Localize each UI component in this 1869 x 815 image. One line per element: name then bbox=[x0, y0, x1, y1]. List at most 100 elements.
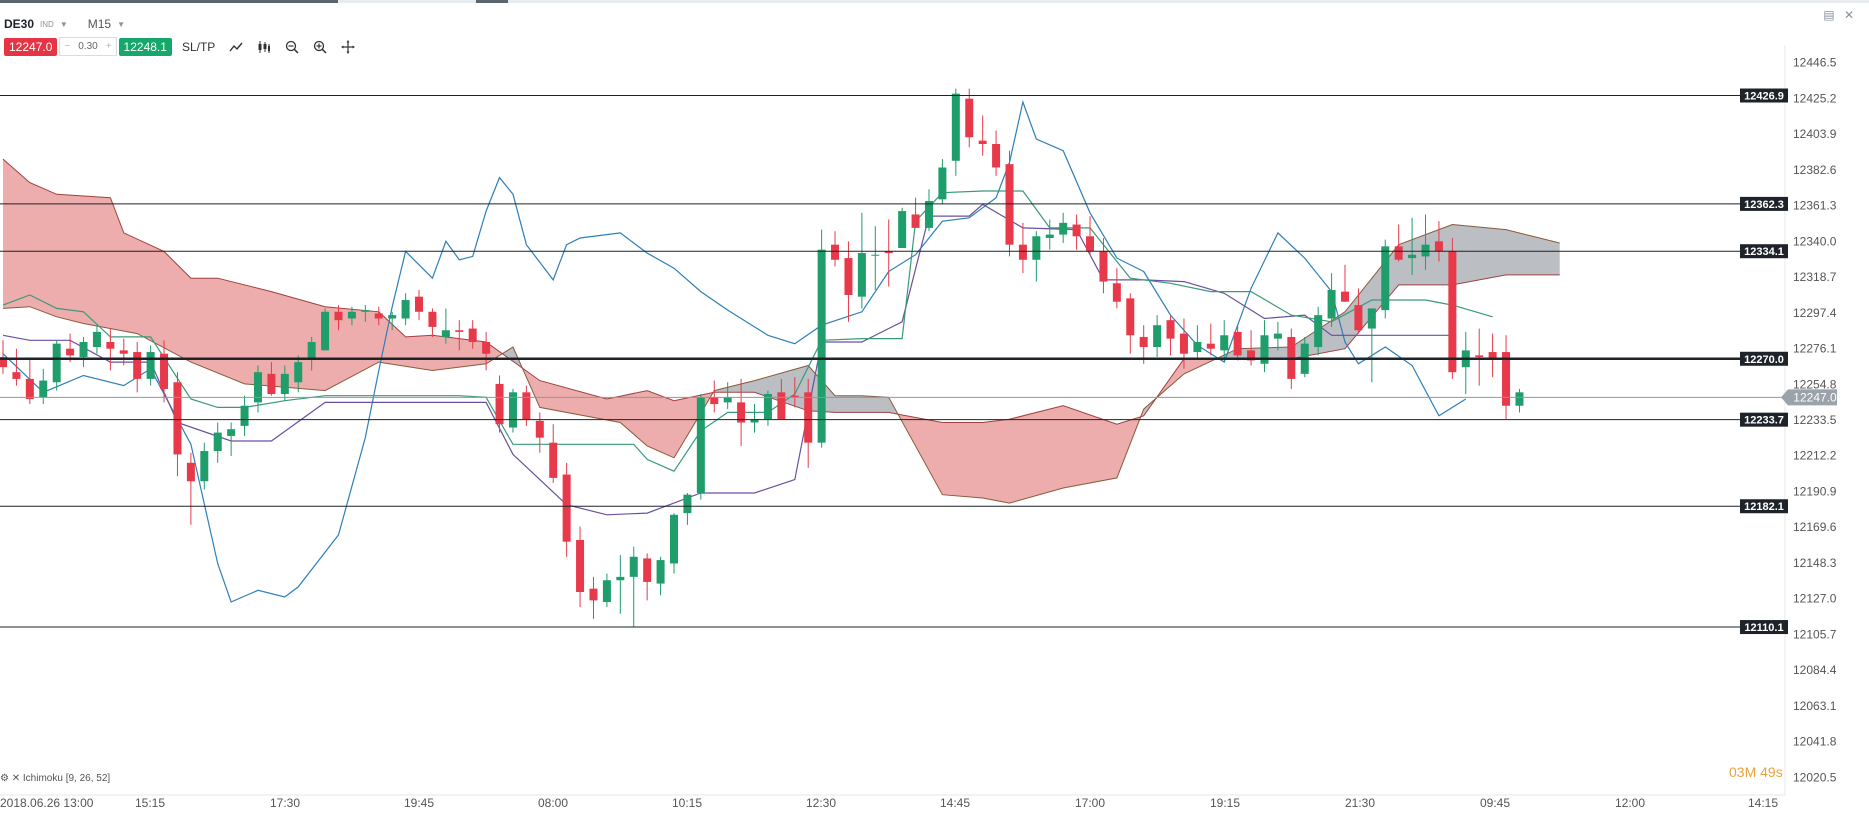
sl-tp-button[interactable]: SL/TP bbox=[181, 39, 216, 54]
y-tick-label: 12297.4 bbox=[1793, 306, 1837, 320]
timeframe-dropdown-icon[interactable]: ▼ bbox=[117, 19, 125, 29]
sell-price-button[interactable]: 12247.0 bbox=[4, 37, 58, 56]
candle-body bbox=[992, 143, 1001, 168]
increase-volume-button[interactable]: + bbox=[105, 41, 112, 52]
level-label: 12233.7 bbox=[1744, 415, 1784, 427]
candle-body bbox=[602, 580, 611, 603]
level-label: 12426.9 bbox=[1744, 91, 1784, 103]
x-tick-label: 08:00 bbox=[538, 796, 568, 810]
candle-body bbox=[441, 330, 450, 337]
crosshair-icon[interactable] bbox=[341, 39, 356, 54]
y-tick-label: 12382.6 bbox=[1793, 163, 1837, 177]
candle-body bbox=[146, 352, 155, 379]
candle-body bbox=[133, 352, 142, 379]
active-tab-indicator bbox=[0, 0, 338, 3]
decrease-volume-button[interactable]: − bbox=[64, 41, 71, 52]
level-price-tag bbox=[1740, 620, 1788, 635]
x-tick-label: 14:15 bbox=[1748, 796, 1778, 810]
level-price-tag bbox=[1740, 412, 1788, 427]
candle-body bbox=[1273, 333, 1282, 339]
candle-body bbox=[160, 353, 169, 389]
symbol-label[interactable]: DE30 bbox=[4, 17, 35, 31]
line-chart-icon[interactable] bbox=[229, 40, 243, 54]
indicator-settings-icon[interactable]: ⚙ ✕ bbox=[0, 773, 23, 784]
window-controls[interactable]: ▤ ✕ bbox=[1823, 8, 1857, 22]
candle-body bbox=[1367, 308, 1376, 329]
candle-body bbox=[307, 341, 316, 359]
level-label: 12270.0 bbox=[1744, 354, 1784, 366]
level-price-tag bbox=[1740, 351, 1788, 366]
x-tick-label: 17:30 bbox=[270, 796, 300, 810]
level-label: 12110.1 bbox=[1744, 622, 1783, 634]
level-price-tag bbox=[1740, 88, 1788, 103]
candle-body bbox=[388, 315, 397, 319]
candle-body bbox=[1327, 289, 1336, 319]
ichimoku-cloud-segment bbox=[3, 159, 503, 391]
x-tick-label: 10:15 bbox=[672, 796, 702, 810]
x-tick-label: 19:45 bbox=[404, 796, 434, 810]
candle-body bbox=[670, 514, 678, 564]
candle-body bbox=[1488, 352, 1497, 359]
candle-body bbox=[294, 362, 303, 383]
candle-body bbox=[321, 311, 330, 351]
candle-body bbox=[240, 405, 249, 426]
x-tick-label: 14:45 bbox=[940, 796, 970, 810]
candle-body bbox=[1421, 244, 1430, 257]
x-tick-label: 12:30 bbox=[806, 796, 836, 810]
candle-body bbox=[1394, 246, 1403, 260]
candle-body bbox=[535, 420, 544, 438]
candle-body bbox=[763, 393, 772, 420]
candle-body bbox=[1408, 254, 1417, 259]
candle-body bbox=[428, 311, 437, 327]
candle-body bbox=[817, 249, 826, 443]
x-tick-label: 21:30 bbox=[1345, 796, 1375, 810]
candle-body bbox=[831, 244, 840, 260]
x-tick-label: 2018.06.26 13:00 bbox=[0, 796, 94, 810]
zoom-in-icon[interactable] bbox=[313, 40, 327, 54]
candle-body bbox=[0, 357, 7, 368]
candle-body bbox=[79, 341, 88, 358]
y-tick-label: 12446.5 bbox=[1793, 56, 1837, 70]
candle-body bbox=[12, 372, 21, 379]
candle-body bbox=[66, 348, 75, 356]
candle-body bbox=[1206, 343, 1215, 349]
candle-body bbox=[750, 419, 759, 423]
indicator-legend[interactable]: ⚙ ✕ Ichimoku [9, 26, 52] bbox=[0, 773, 110, 784]
candle-body bbox=[656, 560, 665, 584]
candle-body bbox=[482, 341, 491, 354]
candle-body bbox=[1260, 335, 1269, 364]
candles-icon[interactable] bbox=[257, 40, 271, 54]
candle-body bbox=[710, 397, 719, 405]
candle-body bbox=[92, 331, 101, 348]
candle-body bbox=[951, 93, 960, 161]
candle-body bbox=[253, 372, 262, 403]
y-tick-label: 12212.2 bbox=[1793, 449, 1837, 463]
symbol-dropdown-icon[interactable]: ▼ bbox=[59, 19, 68, 29]
x-tick-label: 12:00 bbox=[1615, 796, 1645, 810]
candle-body bbox=[683, 494, 692, 514]
candle-body bbox=[1179, 333, 1188, 354]
volume-stepper[interactable]: − 0.30 + bbox=[59, 37, 117, 56]
candle-body bbox=[522, 392, 531, 420]
candle-body bbox=[1086, 236, 1095, 252]
volume-value[interactable]: 0.30 bbox=[78, 41, 98, 52]
candle-body bbox=[804, 392, 813, 443]
candle-body bbox=[911, 214, 920, 228]
candle-body bbox=[723, 397, 732, 403]
current-price-label: 12247.0 bbox=[1793, 390, 1837, 404]
buy-price-button[interactable]: 12248.1 bbox=[118, 37, 172, 56]
candle-body bbox=[25, 378, 34, 400]
timeframe-select[interactable]: M15 bbox=[87, 17, 112, 31]
candle-body bbox=[616, 576, 625, 581]
candle-body bbox=[52, 343, 61, 383]
current-price-tag bbox=[1781, 389, 1793, 406]
candle-body bbox=[978, 140, 987, 144]
x-tick-label: 09:45 bbox=[1480, 796, 1510, 810]
candle-body bbox=[361, 310, 370, 312]
current-price-tag-body bbox=[1793, 389, 1837, 406]
level-price-tag bbox=[1740, 499, 1788, 514]
candle-body bbox=[1032, 236, 1041, 260]
zoom-out-icon[interactable] bbox=[285, 40, 299, 54]
candle-body bbox=[1018, 244, 1027, 260]
